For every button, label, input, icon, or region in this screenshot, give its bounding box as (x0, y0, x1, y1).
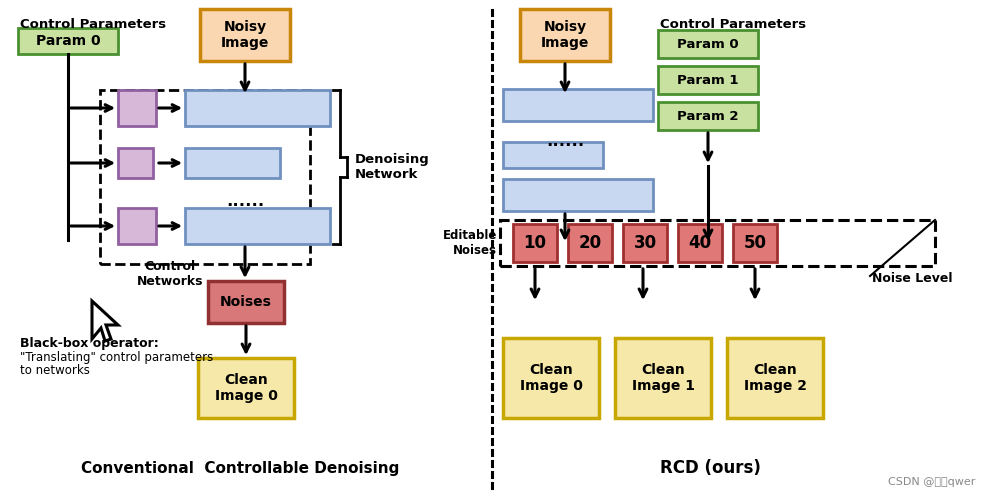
Bar (503, 338, 599, 418)
Text: Noises: Noises (220, 295, 272, 309)
Bar (513, 224, 557, 262)
Bar (658, 102, 758, 130)
Text: Clean
Image 2: Clean Image 2 (744, 363, 807, 393)
Text: ......: ...... (226, 192, 264, 210)
Polygon shape (92, 301, 118, 341)
Text: Noise Level: Noise Level (872, 271, 953, 285)
Bar (185, 208, 330, 244)
Bar (185, 90, 330, 126)
Text: Clean
Image 1: Clean Image 1 (632, 363, 695, 393)
Text: 20: 20 (579, 234, 601, 252)
Text: 30: 30 (634, 234, 656, 252)
Text: Black-box operator:: Black-box operator: (20, 337, 158, 351)
Bar (18, 28, 118, 54)
Text: to networks: to networks (20, 364, 90, 376)
Bar (185, 148, 280, 178)
Bar (623, 224, 667, 262)
Bar (198, 358, 294, 418)
Bar (733, 224, 777, 262)
Text: 10: 10 (523, 234, 546, 252)
Text: Param 0: Param 0 (677, 38, 739, 51)
Bar (503, 179, 653, 211)
Bar (615, 338, 711, 418)
Bar (500, 220, 935, 266)
Bar (658, 30, 758, 58)
Bar (118, 148, 153, 178)
Text: Param 1: Param 1 (677, 73, 739, 86)
Bar (568, 224, 612, 262)
Bar (208, 281, 284, 323)
Text: Param 0: Param 0 (35, 34, 100, 48)
Text: Clean
Image 0: Clean Image 0 (215, 373, 277, 403)
Bar (727, 338, 823, 418)
Bar (200, 9, 290, 61)
Bar (678, 224, 722, 262)
Text: 50: 50 (744, 234, 767, 252)
Text: 40: 40 (689, 234, 711, 252)
Text: Noisy
Image: Noisy Image (220, 20, 270, 50)
Text: Clean
Image 0: Clean Image 0 (520, 363, 583, 393)
Text: Conventional  Controllable Denoising: Conventional Controllable Denoising (81, 460, 400, 476)
Text: Control Parameters: Control Parameters (20, 17, 166, 30)
Text: Editable
Noises: Editable Noises (443, 229, 497, 257)
Bar (118, 90, 156, 126)
Bar (658, 66, 758, 94)
Text: ......: ...... (546, 132, 584, 150)
Text: "Translating" control parameters: "Translating" control parameters (20, 352, 214, 365)
Bar (118, 208, 156, 244)
Text: RCD (ours): RCD (ours) (659, 459, 761, 477)
Text: Control Parameters: Control Parameters (660, 17, 806, 30)
Text: Control
Networks: Control Networks (137, 260, 204, 288)
Bar (503, 142, 603, 168)
Text: Noisy
Image: Noisy Image (541, 20, 589, 50)
Text: Param 2: Param 2 (677, 110, 739, 123)
Text: Denoising
Network: Denoising Network (355, 153, 430, 181)
Bar (100, 90, 310, 264)
Text: CSDN @木桩qwer: CSDN @木桩qwer (888, 477, 975, 487)
Bar (520, 9, 610, 61)
Bar (503, 89, 653, 121)
